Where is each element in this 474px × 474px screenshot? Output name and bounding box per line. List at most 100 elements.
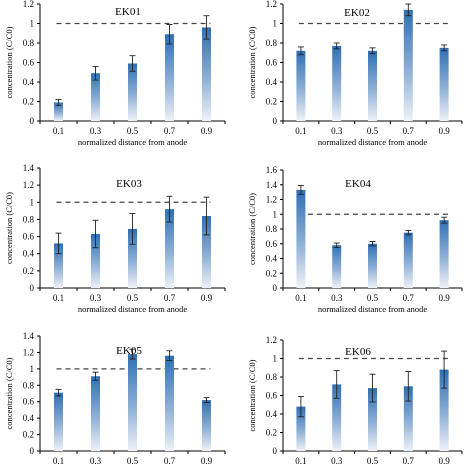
y-tick-label: 0.6 bbox=[266, 239, 278, 249]
bar bbox=[403, 232, 413, 288]
y-tick-label: 0.4 bbox=[23, 413, 35, 423]
bar bbox=[91, 234, 100, 288]
bar bbox=[165, 209, 174, 288]
x-tick-label: 0.3 bbox=[90, 293, 102, 303]
bar bbox=[91, 73, 100, 121]
x-tick-label: 0.9 bbox=[201, 293, 213, 303]
y-tick-label: 1 bbox=[273, 209, 278, 219]
chart-title: EK04 bbox=[345, 178, 371, 190]
bar bbox=[439, 369, 449, 451]
bar bbox=[368, 388, 377, 451]
x-tick-label: 0.5 bbox=[127, 456, 139, 466]
x-tick-label: 0.9 bbox=[201, 126, 213, 136]
x-tick-label: 0.1 bbox=[295, 293, 306, 303]
bar bbox=[368, 50, 377, 121]
y-tick-label: 0.6 bbox=[266, 58, 278, 68]
bar bbox=[54, 392, 63, 451]
y-tick-label: 0.2 bbox=[23, 97, 34, 107]
y-tick-label: 0.6 bbox=[23, 397, 35, 407]
y-tick-label: 0.8 bbox=[266, 38, 278, 48]
y-tick-label: 0.6 bbox=[23, 232, 35, 242]
chart-title: EK03 bbox=[116, 178, 142, 190]
bar bbox=[368, 243, 377, 288]
y-tick-label: 1.6 bbox=[266, 165, 278, 175]
y-tick-label: 0.6 bbox=[266, 391, 278, 401]
y-axis-label: concentration (C/C0) bbox=[4, 192, 14, 264]
x-tick-label: 0.7 bbox=[403, 126, 415, 136]
bar bbox=[403, 386, 413, 451]
x-tick-label: 0.3 bbox=[331, 126, 343, 136]
y-tick-label: 0.8 bbox=[23, 38, 35, 48]
chart-ek03: 0 0.2 0.4 0.6 0.8 1 1.2 1.4 0.1 0.3 0.5 0.7 0.9 EK03 c… bbox=[4, 163, 226, 314]
y-tick-label: 1 bbox=[273, 19, 278, 29]
bar bbox=[202, 400, 211, 451]
x-tick-label: 0.5 bbox=[127, 293, 139, 303]
x-tick-label: 0.3 bbox=[331, 293, 343, 303]
y-tick-label: 1.4 bbox=[23, 163, 35, 173]
bar bbox=[439, 47, 449, 121]
y-tick-label: 0 bbox=[30, 116, 35, 126]
bar bbox=[403, 9, 413, 122]
bar bbox=[54, 102, 63, 121]
y-tick-label: 1.2 bbox=[266, 195, 277, 205]
x-axis-label: normalized distance from anode bbox=[78, 137, 188, 147]
y-tick-label: 0.8 bbox=[23, 214, 35, 224]
y-tick-label: 1.4 bbox=[23, 331, 35, 341]
x-axis-label: normalized distance from anode bbox=[318, 304, 428, 314]
y-tick-label: 1.2 bbox=[23, 180, 34, 190]
x-tick-label: 0.5 bbox=[127, 126, 139, 136]
y-tick-label: 0 bbox=[273, 446, 278, 456]
x-tick-label: 0.5 bbox=[367, 456, 379, 466]
y-tick-label: 0.4 bbox=[266, 254, 278, 264]
x-tick-label: 0.5 bbox=[367, 293, 379, 303]
x-tick-label: 0.7 bbox=[403, 456, 415, 466]
y-tick-label: 0.2 bbox=[23, 266, 34, 276]
x-tick-label: 0.1 bbox=[53, 456, 64, 466]
y-axis-label: concentration (C/C0) bbox=[4, 357, 14, 429]
bar bbox=[128, 63, 137, 121]
x-axis-label: normalized distance from anode bbox=[318, 137, 428, 147]
x-tick-label: 0.7 bbox=[403, 293, 415, 303]
bar bbox=[165, 355, 174, 451]
y-tick-label: 0.8 bbox=[266, 372, 278, 382]
chart-ek01: 0 0.2 0.4 0.6 0.8 1 1.2 0.1 0.3 0.5 0.7 0.9 EK01 conc… bbox=[4, 0, 226, 147]
chart-ek05: 0 0.2 0.4 0.6 0.8 1 1.2 1.4 0.1 0.3 0.5 0.7 0.9 EK05 c… bbox=[4, 331, 226, 466]
y-tick-label: 1.2 bbox=[23, 347, 34, 357]
chart-ek06: 0 0.2 0.4 0.6 0.8 1 1.2 0.1 0.3 0.5 0.7 0.9 EK06 conc… bbox=[247, 335, 463, 466]
y-axis-label: concentration (C/C0) bbox=[247, 26, 257, 98]
bar bbox=[202, 27, 211, 121]
y-tick-label: 1 bbox=[30, 19, 35, 29]
y-tick-label: 0.2 bbox=[266, 268, 277, 278]
y-tick-label: 1 bbox=[30, 197, 35, 207]
y-tick-label: 0.4 bbox=[23, 77, 35, 87]
x-tick-label: 0.1 bbox=[53, 126, 64, 136]
x-tick-label: 0.1 bbox=[53, 293, 64, 303]
y-tick-label: 1.4 bbox=[266, 180, 278, 190]
y-tick-label: 0 bbox=[30, 446, 35, 456]
y-tick-label: 1 bbox=[30, 364, 35, 374]
chart-ek04: 0 0.2 0.4 0.6 0.8 1 1.2 1.4 1.6 0.1 0.3 0.5 0.7 0.9 EK… bbox=[247, 165, 463, 314]
x-tick-label: 0.3 bbox=[331, 456, 343, 466]
y-axis-label: concentration (C/C0) bbox=[4, 26, 14, 98]
y-tick-label: 0.2 bbox=[23, 430, 34, 440]
x-tick-label: 0.1 bbox=[295, 456, 306, 466]
bar bbox=[54, 243, 63, 288]
x-tick-label: 0.9 bbox=[201, 456, 213, 466]
x-axis-label: normalized distance from anode bbox=[78, 304, 188, 314]
x-tick-label: 0.9 bbox=[438, 456, 450, 466]
y-axis-label: concentration (C/C0) bbox=[247, 193, 257, 265]
chart-title: EK06 bbox=[345, 346, 371, 358]
bar bbox=[332, 45, 342, 121]
bar bbox=[332, 384, 342, 451]
x-tick-label: 0.7 bbox=[164, 456, 176, 466]
bar bbox=[128, 354, 137, 451]
bar bbox=[202, 216, 211, 288]
bar bbox=[165, 34, 174, 121]
bar bbox=[296, 50, 306, 121]
bar bbox=[296, 406, 306, 451]
y-axis-label: concentration (C/C0) bbox=[247, 359, 257, 431]
y-tick-label: 0.8 bbox=[266, 224, 278, 234]
y-tick-label: 0 bbox=[30, 283, 35, 293]
y-tick-label: 0.6 bbox=[23, 58, 35, 68]
